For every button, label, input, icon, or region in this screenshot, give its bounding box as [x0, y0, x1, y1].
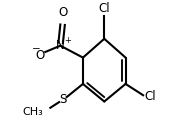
- Text: N: N: [56, 39, 65, 52]
- Text: Cl: Cl: [98, 2, 110, 15]
- Text: O: O: [36, 49, 45, 62]
- Text: S: S: [59, 93, 67, 106]
- Text: CH₃: CH₃: [22, 107, 43, 116]
- Text: Cl: Cl: [144, 90, 156, 103]
- Text: +: +: [64, 36, 71, 45]
- Text: O: O: [58, 6, 67, 19]
- Text: −: −: [32, 44, 40, 54]
